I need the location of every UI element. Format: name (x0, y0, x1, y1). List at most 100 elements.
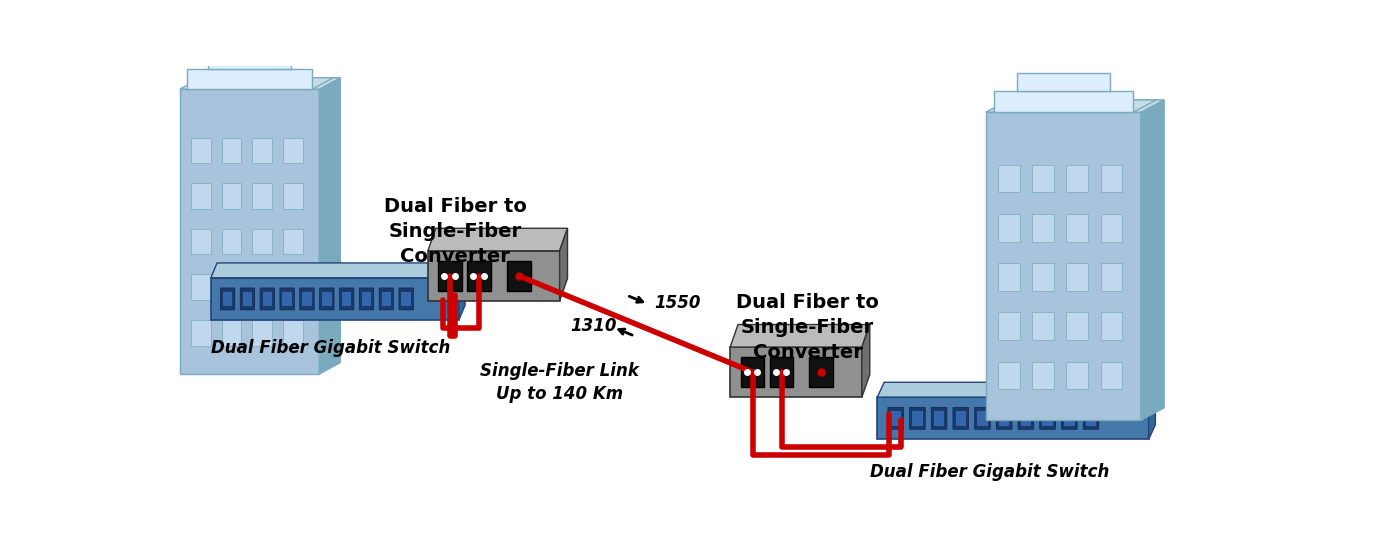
FancyBboxPatch shape (1066, 312, 1088, 340)
FancyBboxPatch shape (191, 274, 211, 300)
FancyBboxPatch shape (978, 411, 987, 426)
Polygon shape (1148, 382, 1155, 439)
FancyBboxPatch shape (362, 292, 372, 306)
FancyBboxPatch shape (910, 408, 925, 429)
Polygon shape (986, 100, 1164, 112)
FancyBboxPatch shape (284, 138, 303, 163)
Text: Dual Fiber Gigabit Switch: Dual Fiber Gigabit Switch (211, 339, 450, 358)
Text: 1550: 1550 (654, 294, 701, 312)
FancyBboxPatch shape (284, 229, 303, 254)
Polygon shape (187, 78, 333, 89)
FancyBboxPatch shape (1100, 312, 1122, 340)
Text: Dual Fiber to
Single-Fiber
Converter: Dual Fiber to Single-Fiber Converter (384, 197, 526, 266)
FancyBboxPatch shape (302, 292, 311, 306)
Polygon shape (986, 112, 1142, 420)
FancyBboxPatch shape (1020, 411, 1031, 426)
FancyBboxPatch shape (252, 274, 271, 300)
FancyBboxPatch shape (810, 357, 833, 387)
FancyBboxPatch shape (252, 320, 271, 345)
Polygon shape (428, 228, 567, 251)
FancyBboxPatch shape (280, 288, 295, 310)
FancyBboxPatch shape (1066, 214, 1088, 241)
Polygon shape (730, 324, 870, 347)
FancyBboxPatch shape (222, 274, 241, 300)
Polygon shape (994, 91, 1133, 112)
FancyBboxPatch shape (438, 261, 463, 291)
FancyBboxPatch shape (1100, 164, 1122, 192)
FancyBboxPatch shape (399, 288, 413, 310)
FancyBboxPatch shape (1084, 408, 1099, 429)
Text: 1310: 1310 (570, 317, 617, 335)
Text: Dual Fiber Gigabit Switch: Dual Fiber Gigabit Switch (870, 463, 1108, 481)
FancyBboxPatch shape (912, 411, 923, 426)
FancyBboxPatch shape (1033, 312, 1053, 340)
FancyBboxPatch shape (998, 312, 1020, 340)
FancyBboxPatch shape (319, 288, 335, 310)
FancyBboxPatch shape (1033, 214, 1053, 241)
Polygon shape (211, 278, 459, 320)
FancyBboxPatch shape (191, 320, 211, 345)
Polygon shape (862, 324, 870, 397)
FancyBboxPatch shape (1042, 411, 1053, 426)
FancyBboxPatch shape (1033, 164, 1053, 192)
Polygon shape (211, 263, 465, 278)
FancyBboxPatch shape (379, 288, 394, 310)
FancyBboxPatch shape (260, 288, 274, 310)
FancyBboxPatch shape (223, 292, 233, 306)
FancyBboxPatch shape (402, 292, 410, 306)
Polygon shape (1142, 100, 1164, 420)
Polygon shape (877, 382, 1155, 397)
FancyBboxPatch shape (1066, 263, 1088, 291)
Text: Single-Fiber Link
Up to 140 Km: Single-Fiber Link Up to 140 Km (481, 362, 639, 403)
FancyBboxPatch shape (1100, 263, 1122, 291)
FancyBboxPatch shape (191, 229, 211, 254)
FancyBboxPatch shape (222, 183, 241, 209)
FancyBboxPatch shape (381, 292, 391, 306)
FancyBboxPatch shape (1040, 408, 1055, 429)
FancyBboxPatch shape (931, 408, 947, 429)
Polygon shape (187, 69, 313, 89)
FancyBboxPatch shape (1062, 408, 1077, 429)
FancyBboxPatch shape (998, 411, 1009, 426)
FancyBboxPatch shape (1085, 411, 1096, 426)
Polygon shape (994, 100, 1157, 112)
FancyBboxPatch shape (322, 292, 332, 306)
FancyBboxPatch shape (998, 214, 1020, 241)
FancyBboxPatch shape (467, 261, 492, 291)
FancyBboxPatch shape (359, 288, 373, 310)
FancyBboxPatch shape (222, 138, 241, 163)
FancyBboxPatch shape (222, 229, 241, 254)
FancyBboxPatch shape (741, 357, 764, 387)
FancyBboxPatch shape (1018, 408, 1034, 429)
FancyBboxPatch shape (998, 164, 1020, 192)
FancyBboxPatch shape (341, 292, 351, 306)
FancyBboxPatch shape (891, 411, 901, 426)
FancyBboxPatch shape (998, 263, 1020, 291)
FancyBboxPatch shape (242, 292, 252, 306)
FancyBboxPatch shape (252, 183, 271, 209)
FancyBboxPatch shape (282, 292, 292, 306)
FancyBboxPatch shape (284, 320, 303, 345)
FancyBboxPatch shape (953, 408, 968, 429)
FancyBboxPatch shape (191, 183, 211, 209)
FancyBboxPatch shape (191, 138, 211, 163)
FancyBboxPatch shape (956, 411, 967, 426)
FancyBboxPatch shape (263, 292, 273, 306)
Polygon shape (428, 251, 559, 301)
FancyBboxPatch shape (770, 357, 793, 387)
Polygon shape (319, 78, 340, 374)
Polygon shape (877, 397, 1148, 439)
FancyBboxPatch shape (252, 229, 271, 254)
Polygon shape (208, 53, 292, 69)
FancyBboxPatch shape (1100, 362, 1122, 389)
Polygon shape (180, 89, 319, 374)
FancyBboxPatch shape (1066, 164, 1088, 192)
FancyBboxPatch shape (997, 408, 1012, 429)
FancyBboxPatch shape (1064, 411, 1074, 426)
FancyBboxPatch shape (220, 288, 235, 310)
FancyBboxPatch shape (1033, 362, 1053, 389)
FancyBboxPatch shape (1066, 362, 1088, 389)
Polygon shape (730, 347, 862, 397)
FancyBboxPatch shape (1033, 263, 1053, 291)
FancyBboxPatch shape (252, 138, 271, 163)
